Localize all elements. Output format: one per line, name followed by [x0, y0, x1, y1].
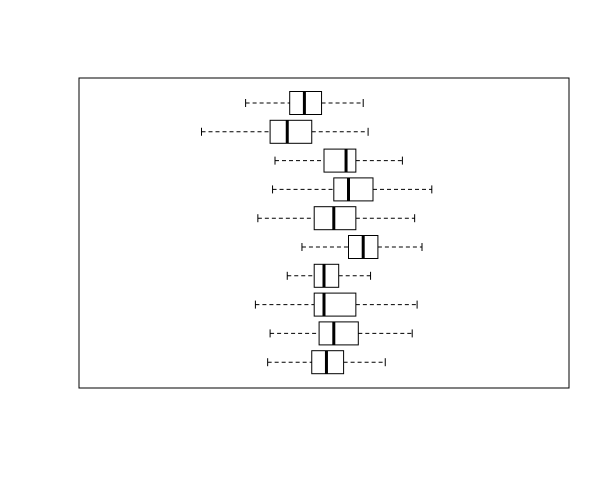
box-1	[245, 91, 364, 115]
iqr-box	[313, 263, 340, 288]
box-group	[201, 91, 433, 375]
box-5	[257, 206, 416, 231]
box-6	[301, 235, 423, 259]
box-2	[201, 119, 369, 144]
iqr-box	[323, 148, 357, 173]
iqr-box	[333, 177, 374, 202]
iqr-box	[313, 292, 357, 317]
box-9	[269, 321, 413, 346]
plot-frame	[78, 77, 570, 389]
iqr-box	[318, 321, 359, 346]
iqr-box	[269, 119, 313, 144]
box-3	[274, 148, 403, 173]
box-4	[272, 177, 433, 202]
box-10	[267, 350, 386, 375]
box-7	[286, 263, 372, 288]
box-8	[254, 292, 418, 317]
